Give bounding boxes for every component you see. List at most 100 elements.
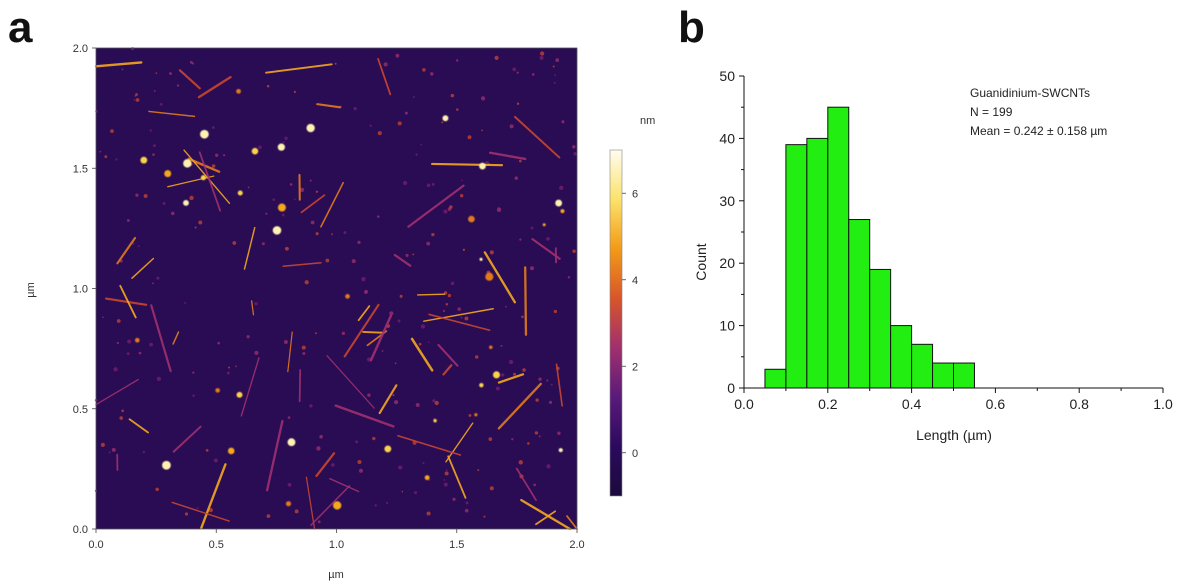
afm-particle (474, 413, 478, 417)
afm-speck (355, 440, 359, 444)
afm-speck (572, 249, 576, 254)
afm-speck (460, 316, 463, 319)
afm-speck (198, 220, 203, 225)
afm-speck (415, 153, 418, 156)
afm-speck (546, 379, 549, 382)
afm-x-tick-label: 1.0 (329, 539, 344, 551)
afm-speck (519, 238, 522, 241)
afm-nanotube (428, 313, 491, 332)
afm-speck (319, 434, 323, 439)
afm-speck (149, 342, 153, 347)
afm-nanotube (393, 253, 412, 267)
afm-particle (272, 226, 282, 235)
afm-speck (127, 339, 132, 344)
afm-speck (126, 218, 130, 222)
afm-speck (397, 121, 402, 126)
colorbar-unit-label: nm (640, 115, 655, 127)
afm-speck (455, 59, 459, 62)
afm-speck (445, 469, 448, 472)
afm-speck (302, 351, 306, 355)
histogram-bars (764, 106, 975, 389)
afm-y-tick-label: 1.0 (73, 284, 88, 296)
afm-speck (468, 414, 472, 417)
afm-speck (546, 464, 551, 469)
afm-particle (164, 170, 172, 178)
afm-speck (420, 143, 423, 146)
afm-particle (479, 382, 484, 388)
afm-nanotube (531, 238, 561, 260)
histogram-bar (827, 106, 850, 389)
afm-speck (156, 376, 161, 381)
afm-particle (479, 162, 486, 170)
afm-speck (489, 486, 494, 491)
afm-nanotube (515, 467, 537, 501)
afm-speck (522, 368, 526, 372)
afm-nanotube (178, 69, 201, 90)
afm-speck (116, 319, 121, 323)
afm-speck (514, 176, 519, 180)
afm-speck (254, 302, 258, 306)
afm-speck (281, 213, 285, 217)
afm-speck (459, 194, 464, 198)
afm-particle (560, 209, 565, 214)
afm-speck (258, 145, 262, 149)
afm-speck (208, 508, 213, 513)
histogram-annotation: Guanidinium-SWCNTs N = 199 Mean = 0.242 … (970, 86, 1107, 138)
afm-speck (550, 383, 553, 386)
afm-speck (331, 463, 335, 467)
afm-nanotube (171, 501, 230, 522)
afm-nanotube (148, 110, 196, 118)
afm-particle (424, 475, 430, 481)
afm-speck (169, 72, 172, 76)
afm-speck (456, 108, 459, 111)
afm-speck (315, 190, 319, 193)
afm-speck (135, 193, 139, 197)
afm-speck (374, 504, 377, 507)
afm-nanotube (172, 331, 180, 345)
afm-speck (527, 442, 530, 445)
afm-speck (443, 479, 446, 481)
afm-nanotube (378, 384, 398, 415)
afm-particle (558, 448, 563, 453)
afm-nanotube (167, 175, 215, 188)
histogram-y-tick-label: 50 (719, 68, 735, 84)
afm-speck (135, 93, 138, 96)
afm-speck (530, 266, 535, 271)
afm-speck (192, 371, 195, 374)
afm-nanotube (410, 337, 434, 372)
afm-speck (304, 280, 309, 285)
afm-particle (433, 419, 437, 423)
histogram-bar (890, 325, 913, 389)
afm-x-axis-label: µm (328, 569, 344, 581)
afm-particle (442, 115, 449, 122)
afm-speck (159, 102, 163, 106)
afm-speck (284, 136, 288, 140)
afm-y-tick-label: 2.0 (73, 43, 88, 55)
afm-speck (377, 131, 382, 136)
afm-speck (392, 394, 395, 397)
afm-nanotube (200, 463, 227, 530)
afm-speck (441, 121, 444, 124)
afm-speck (153, 144, 156, 148)
afm-speck (461, 179, 463, 182)
afm-speck (104, 155, 108, 159)
afm-particle (277, 143, 285, 151)
afm-speck (398, 465, 403, 470)
afm-nanotube (240, 357, 260, 417)
afm-speck (315, 232, 319, 236)
afm-speck (155, 72, 158, 74)
afm-speck (135, 98, 140, 102)
afm-nanotube (94, 61, 143, 68)
afm-nanotube (423, 308, 494, 322)
afm-nanotube (300, 194, 326, 214)
afm-speck (293, 90, 297, 94)
afm-nanotube (397, 434, 462, 456)
afm-particle (492, 371, 501, 379)
afm-speck (156, 276, 160, 280)
afm-x-tick-label: 0.5 (209, 539, 224, 551)
afm-speck (467, 135, 472, 140)
afm-speck (402, 180, 408, 186)
afm-nanotube (377, 57, 392, 96)
afm-speck (309, 179, 312, 182)
afm-speck (426, 511, 431, 516)
